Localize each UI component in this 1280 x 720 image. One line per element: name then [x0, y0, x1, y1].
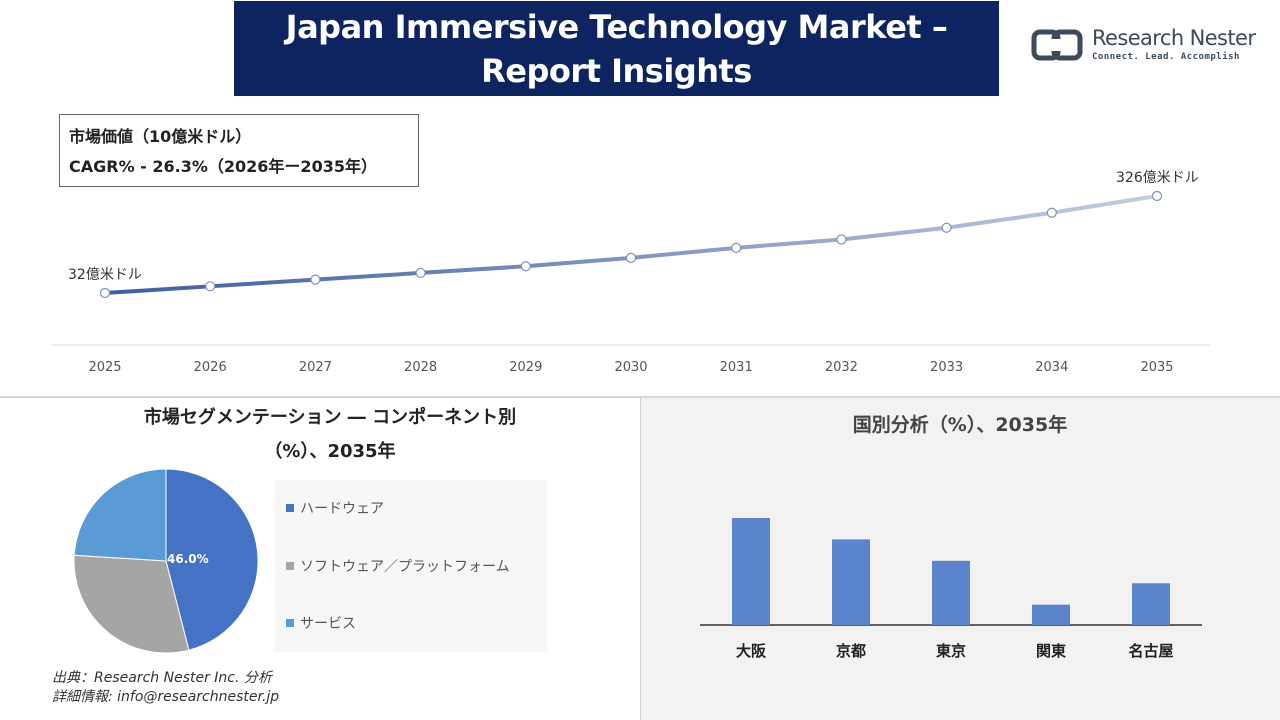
bar	[1032, 604, 1070, 625]
x-tick-label: 2034	[1035, 360, 1068, 375]
x-tick-label: 2027	[299, 360, 332, 375]
bar	[1132, 583, 1170, 625]
segmentation-title-line2: （%）、2035年	[264, 441, 396, 462]
bar-category-label: 東京	[936, 642, 966, 660]
line-point	[731, 242, 742, 253]
pie-slice	[73, 554, 190, 654]
market-value-line-chart: 2025 2026 2027 2028 2029 2030 2031 2032 2033 2034…	[52, 170, 1210, 375]
line-point	[99, 287, 111, 299]
x-tick-label: 2025	[88, 360, 121, 375]
pie-slice	[73, 468, 167, 562]
line-point	[415, 267, 426, 279]
legend-label: ソフトウェア／プラットフォーム	[300, 559, 510, 575]
report-title-line2: Report Insights	[481, 52, 752, 90]
logo-tagline: Connect. Lead. Accomplish	[1092, 52, 1240, 62]
legend-swatch-software	[286, 562, 294, 570]
x-tick-label: 2032	[825, 360, 858, 375]
cagr-label: CAGR% - 26.3%（2026年ー2035年）	[69, 157, 377, 176]
logo-name: Research Nester	[1092, 26, 1256, 50]
bar	[832, 539, 870, 625]
pie-slice	[165, 468, 259, 651]
component-pie-chart: 46.0%	[73, 468, 259, 654]
x-tick-label: 2035	[1140, 360, 1173, 375]
contact-line: 詳細情報: info@researchnester.jp	[52, 689, 280, 705]
line-point	[1151, 190, 1163, 202]
line-point	[625, 252, 637, 263]
segmentation-title: 市場セグメンテーション ― コンポーネント別 （%）、2035年	[80, 401, 580, 469]
report-title-line1: Japan Immersive Technology Market –	[285, 8, 948, 46]
x-tick-label: 2026	[194, 360, 227, 375]
bar	[932, 560, 970, 625]
pie-legend: ハードウェア ソフトウェア／プラットフォーム サービス	[274, 480, 547, 652]
x-tick-label: 2033	[930, 360, 963, 375]
start-value-label: 32億米ドル	[68, 267, 142, 283]
source-note: 出典：Research Nester Inc. 分析 詳細情報: info@re…	[52, 669, 279, 707]
line-point	[310, 274, 321, 285]
x-tick-label: 2030	[614, 360, 647, 375]
report-title-banner: Japan Immersive Technology Market – Repo…	[234, 1, 999, 96]
market-info-box: 市場価値（10億米ドル） CAGR% - 26.3%（2026年ー2035年）	[59, 114, 419, 187]
legend-label: サービス	[300, 616, 356, 632]
bar-category-label: 関東	[1036, 642, 1066, 660]
x-tick-label: 2028	[404, 360, 437, 375]
legend-item-services: サービス	[286, 613, 356, 633]
end-value-label: 326億米ドル	[1116, 170, 1199, 186]
line-point	[836, 234, 847, 245]
source-line: 出典：Research Nester Inc. 分析	[52, 670, 272, 686]
pie-data-label: 46.0%	[167, 552, 209, 566]
x-tick-label: 2029	[509, 360, 542, 375]
research-nester-logo-icon	[1031, 29, 1083, 61]
research-nester-logo: Research Nester Connect. Lead. Accomplis…	[1030, 26, 1260, 66]
x-tick-label: 2031	[720, 360, 753, 375]
legend-item-hardware: ハードウェア	[286, 498, 384, 518]
bar-category-label: 名古屋	[1128, 642, 1173, 660]
bar-category-label: 京都	[836, 642, 866, 660]
country-analysis-title: 国別分析（%）、2035年	[852, 414, 1068, 436]
line-point	[941, 222, 952, 233]
legend-item-software: ソフトウェア／プラットフォーム	[286, 556, 510, 576]
bar-category-label: 大阪	[736, 642, 767, 660]
legend-swatch-hardware	[286, 504, 294, 512]
bar	[732, 518, 770, 625]
segmentation-title-line1: 市場セグメンテーション ― コンポーネント別	[143, 407, 517, 428]
line-point	[205, 281, 216, 292]
line-point	[1046, 207, 1057, 218]
line-point	[520, 261, 531, 272]
market-value-unit-label: 市場価値（10億米ドル）	[69, 127, 252, 146]
legend-swatch-services	[286, 619, 294, 627]
section-divider	[0, 396, 1280, 398]
legend-label: ハードウェア	[300, 501, 384, 517]
